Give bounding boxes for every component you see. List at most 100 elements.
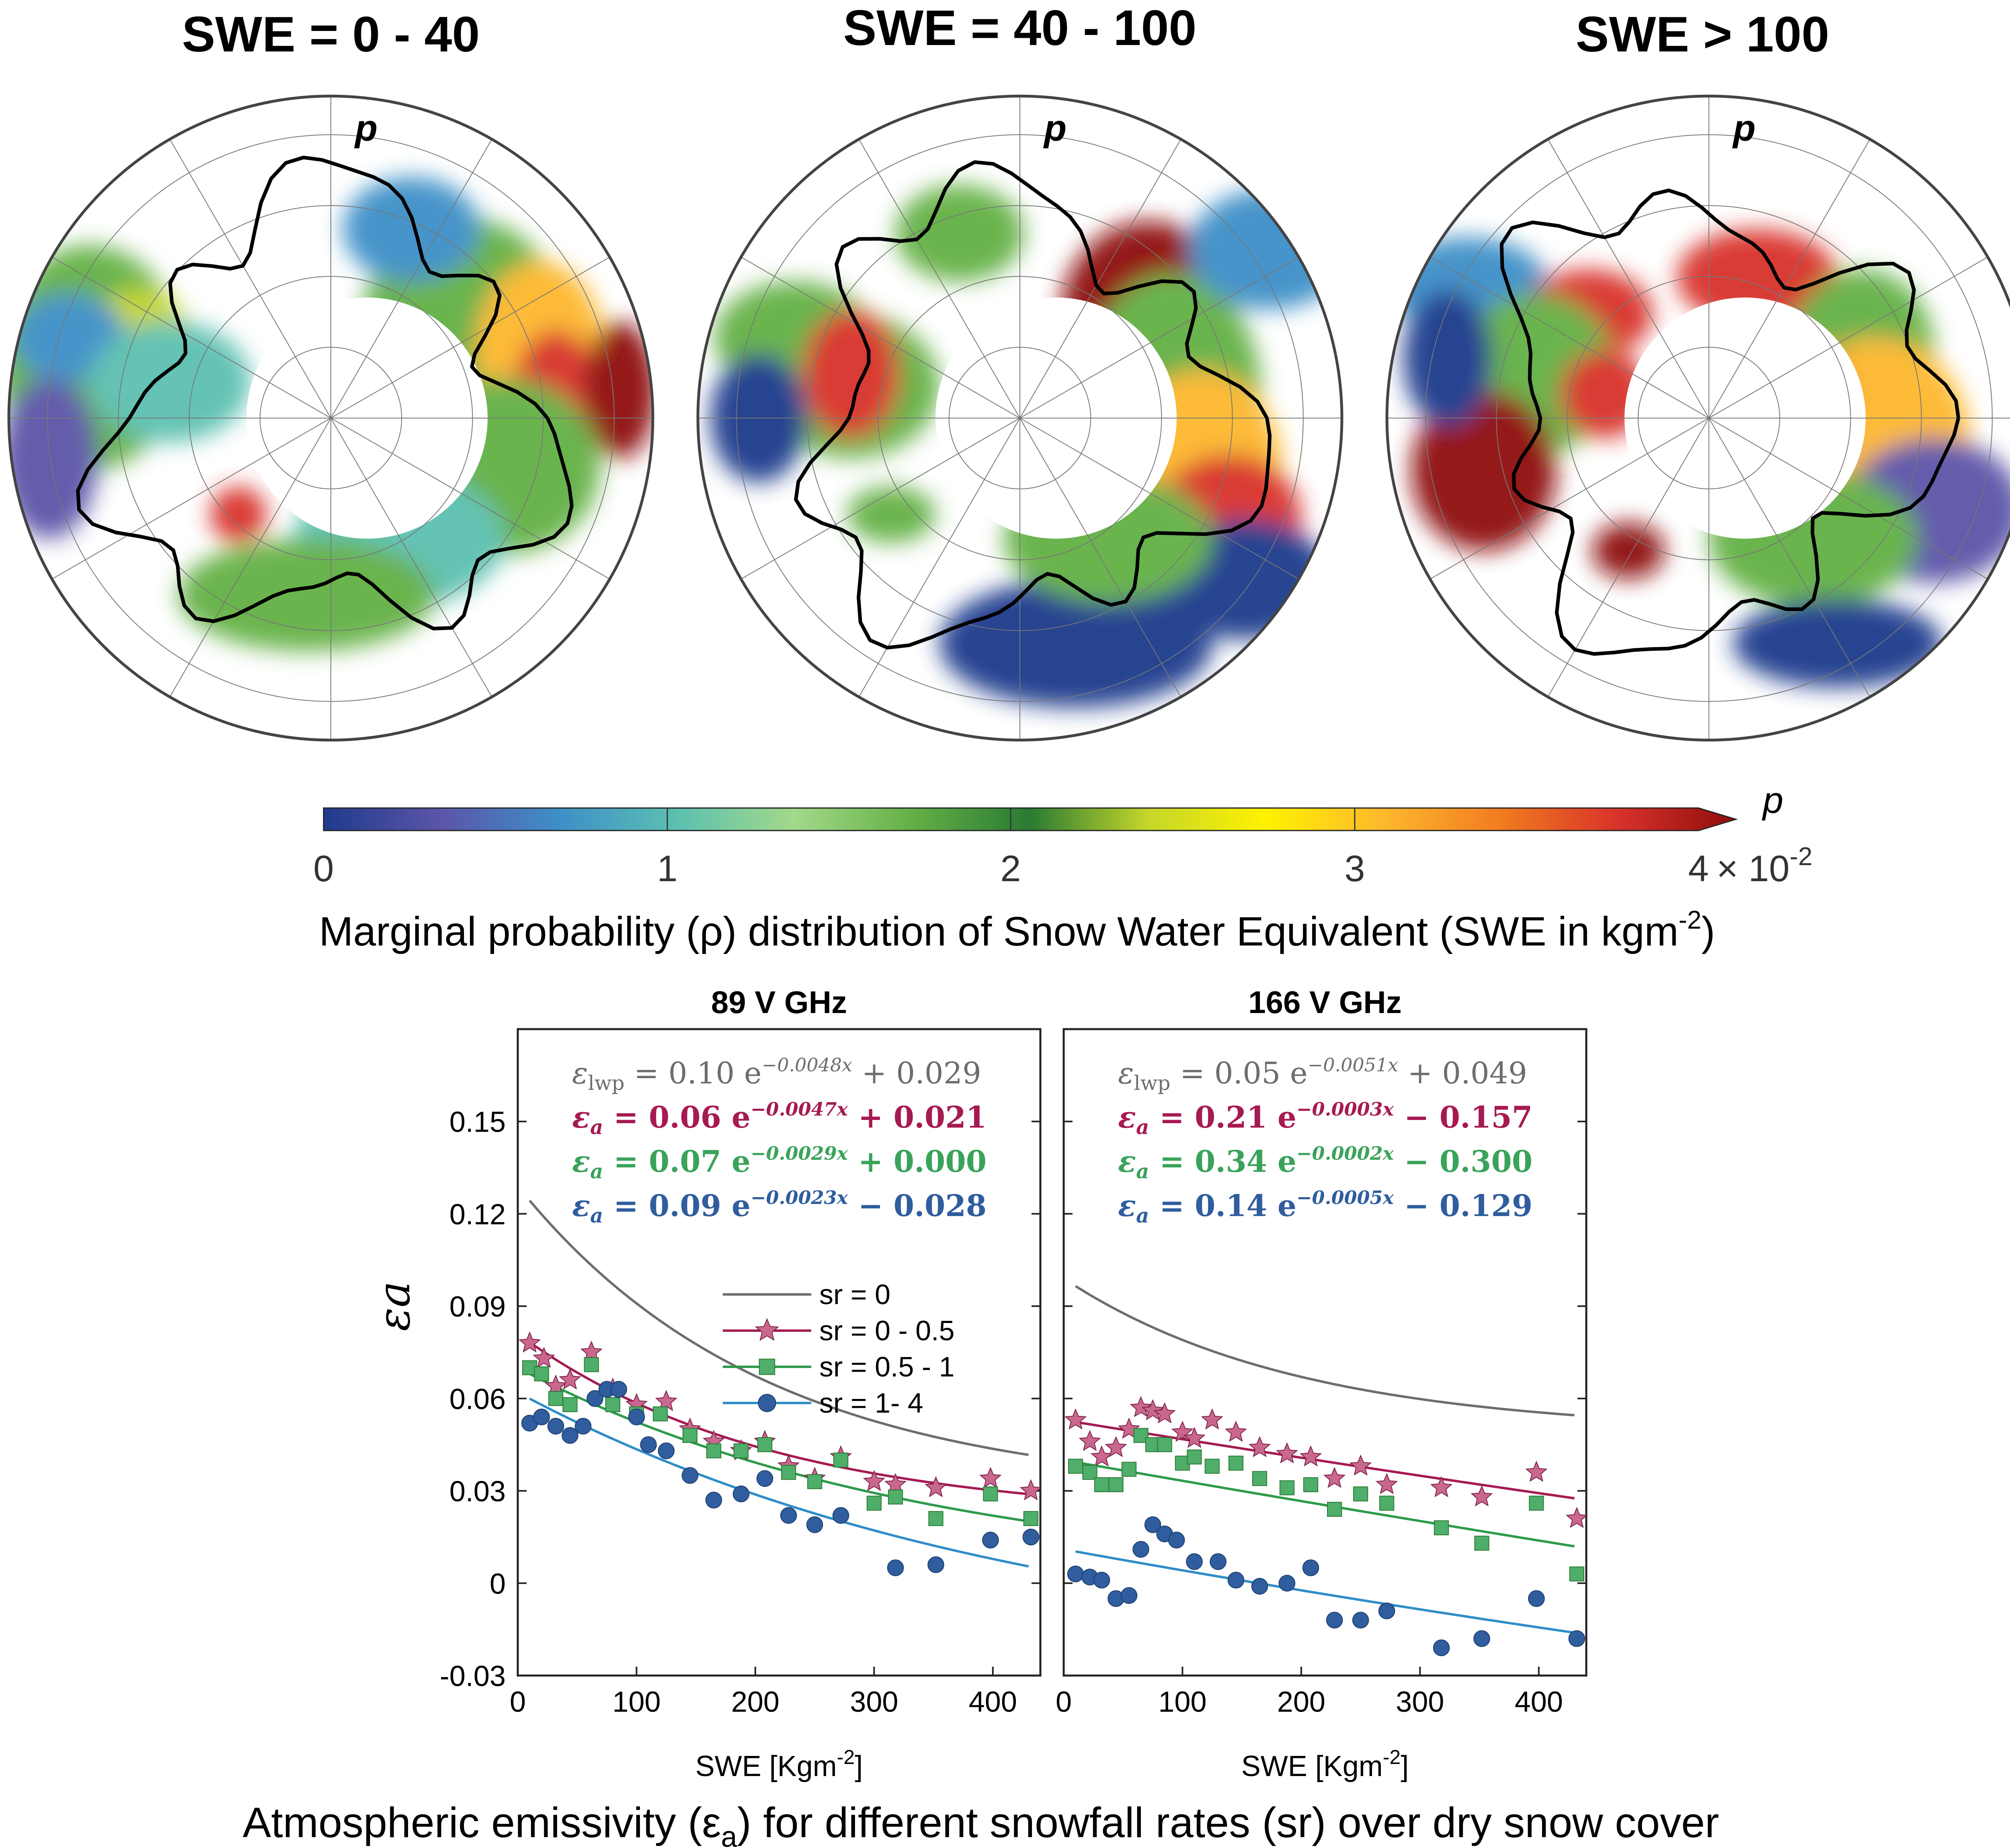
longitude-line xyxy=(1708,256,1988,418)
data-point-circle xyxy=(547,1417,564,1435)
data-point-circle xyxy=(705,1491,722,1509)
data-point-circle xyxy=(756,1470,773,1487)
fit-equation: εa = 0.06 e−0.0047x + 0.021 xyxy=(572,1098,987,1139)
data-point-square xyxy=(562,1397,578,1412)
data-point-star xyxy=(1471,1485,1493,1507)
longitude-line xyxy=(1019,256,1299,418)
probability-blob xyxy=(1189,189,1342,310)
data-point-circle xyxy=(658,1442,675,1459)
data-point-star xyxy=(1299,1445,1322,1467)
map-title-1: SWE = 0 - 40 xyxy=(182,7,480,62)
x-tick-label: 200 xyxy=(731,1686,779,1718)
chart-title: 166 V GHz xyxy=(1248,985,1402,1020)
legend-label: sr = 0 - 0.5 xyxy=(819,1315,955,1346)
x-tick-label: 400 xyxy=(969,1686,1017,1718)
data-point-square xyxy=(888,1489,903,1505)
data-point-circle xyxy=(1120,1587,1138,1604)
colorbar-exponent: × 10-2 xyxy=(1717,842,1813,889)
fit-curve xyxy=(529,1397,1029,1568)
chart-title: 89 V GHz xyxy=(711,985,847,1020)
data-point-star xyxy=(1276,1442,1298,1464)
data-point-circle xyxy=(610,1381,627,1398)
map-boundary xyxy=(696,94,1343,742)
data-point-star xyxy=(1525,1460,1548,1482)
longitude-line xyxy=(330,256,610,418)
y-tick-label: -0.03 xyxy=(440,1660,506,1692)
data-point-square xyxy=(1569,1566,1584,1581)
data-point-circle xyxy=(1186,1553,1203,1570)
fit-equation: εlwp = 0.05 e−0.0051x + 0.049 xyxy=(1118,1054,1527,1095)
fit-equation: εa = 0.21 e−0.0003x − 0.157 xyxy=(1118,1098,1532,1139)
colorbar-bar xyxy=(323,807,1738,831)
data-point-square xyxy=(682,1428,698,1443)
y-tick-label: 0.15 xyxy=(449,1106,506,1138)
longitude-line xyxy=(1430,418,1709,580)
x-tick-label: 0 xyxy=(1056,1686,1072,1718)
data-point-square xyxy=(1434,1520,1449,1536)
colorbar-tick-label: 4 xyxy=(1688,848,1708,889)
plot-frame xyxy=(517,1028,1042,1677)
data-point-star xyxy=(1142,1399,1164,1420)
probability-blob xyxy=(1592,523,1665,579)
data-point-square xyxy=(807,1474,822,1489)
data-point-star xyxy=(1430,1476,1453,1497)
y-tick-label: 0.03 xyxy=(449,1476,506,1508)
legend-label: sr = 0 xyxy=(819,1279,890,1310)
data-point-star xyxy=(1079,1430,1101,1451)
coastline xyxy=(794,160,1272,650)
data-point-star xyxy=(559,1368,581,1390)
coastline xyxy=(76,156,574,631)
data-point-circle xyxy=(806,1516,823,1533)
probability-blob xyxy=(210,486,267,543)
data-point-star xyxy=(863,1470,885,1491)
data-point-square xyxy=(1157,1437,1172,1452)
data-point-circle xyxy=(832,1507,849,1524)
probability-blob xyxy=(1411,390,1556,551)
data-point-square xyxy=(1023,1511,1038,1526)
data-point-square xyxy=(706,1443,722,1458)
data-point-square xyxy=(605,1397,620,1412)
data-point-star xyxy=(1090,1445,1113,1467)
map-label-p: p xyxy=(1043,108,1067,149)
probability-blob xyxy=(584,322,653,458)
colorbar-caption: Marginal probability (ρ) distribution of… xyxy=(319,905,1715,954)
longitude-line xyxy=(1019,139,1181,418)
data-point-square xyxy=(1204,1458,1220,1474)
data-point-circle xyxy=(1168,1532,1185,1549)
colorbar-tick-label: 0 xyxy=(313,848,334,889)
y-tick-label: 0.09 xyxy=(449,1291,506,1323)
longitude-line xyxy=(740,256,1020,418)
data-point-circle xyxy=(1473,1630,1490,1647)
data-point-square xyxy=(1094,1477,1110,1492)
data-point-circle xyxy=(927,1556,944,1573)
data-point-square xyxy=(733,1443,749,1458)
data-point-circle xyxy=(1210,1553,1227,1570)
map-boundary xyxy=(1385,94,2010,742)
data-point-star xyxy=(1064,1408,1087,1430)
longitude-line xyxy=(1019,418,1181,697)
polar-map: p xyxy=(696,94,1343,742)
fit-curve xyxy=(529,1200,1029,1456)
x-tick-label: 200 xyxy=(1277,1686,1325,1718)
probability-blob xyxy=(1733,599,1942,687)
longitude-line xyxy=(740,418,1020,580)
data-point-circle xyxy=(1326,1612,1343,1629)
data-point-square xyxy=(1379,1495,1395,1511)
data-point-star xyxy=(655,1390,677,1411)
data-point-circle xyxy=(1067,1565,1084,1583)
probability-blob xyxy=(847,486,935,543)
data-point-square xyxy=(866,1495,882,1511)
x-tick-label: 0 xyxy=(510,1686,526,1718)
data-point-circle xyxy=(562,1427,578,1444)
data-point-star xyxy=(1201,1408,1223,1430)
legend-label: sr = 0.5 - 1 xyxy=(819,1351,955,1382)
longitude-line xyxy=(51,256,331,418)
data-point-square xyxy=(757,1437,773,1452)
probability-blob xyxy=(178,539,435,651)
data-point-circle xyxy=(1251,1578,1268,1595)
data-point-square xyxy=(534,1366,549,1382)
data-point-circle xyxy=(681,1467,699,1484)
longitude-line xyxy=(1547,139,1709,418)
